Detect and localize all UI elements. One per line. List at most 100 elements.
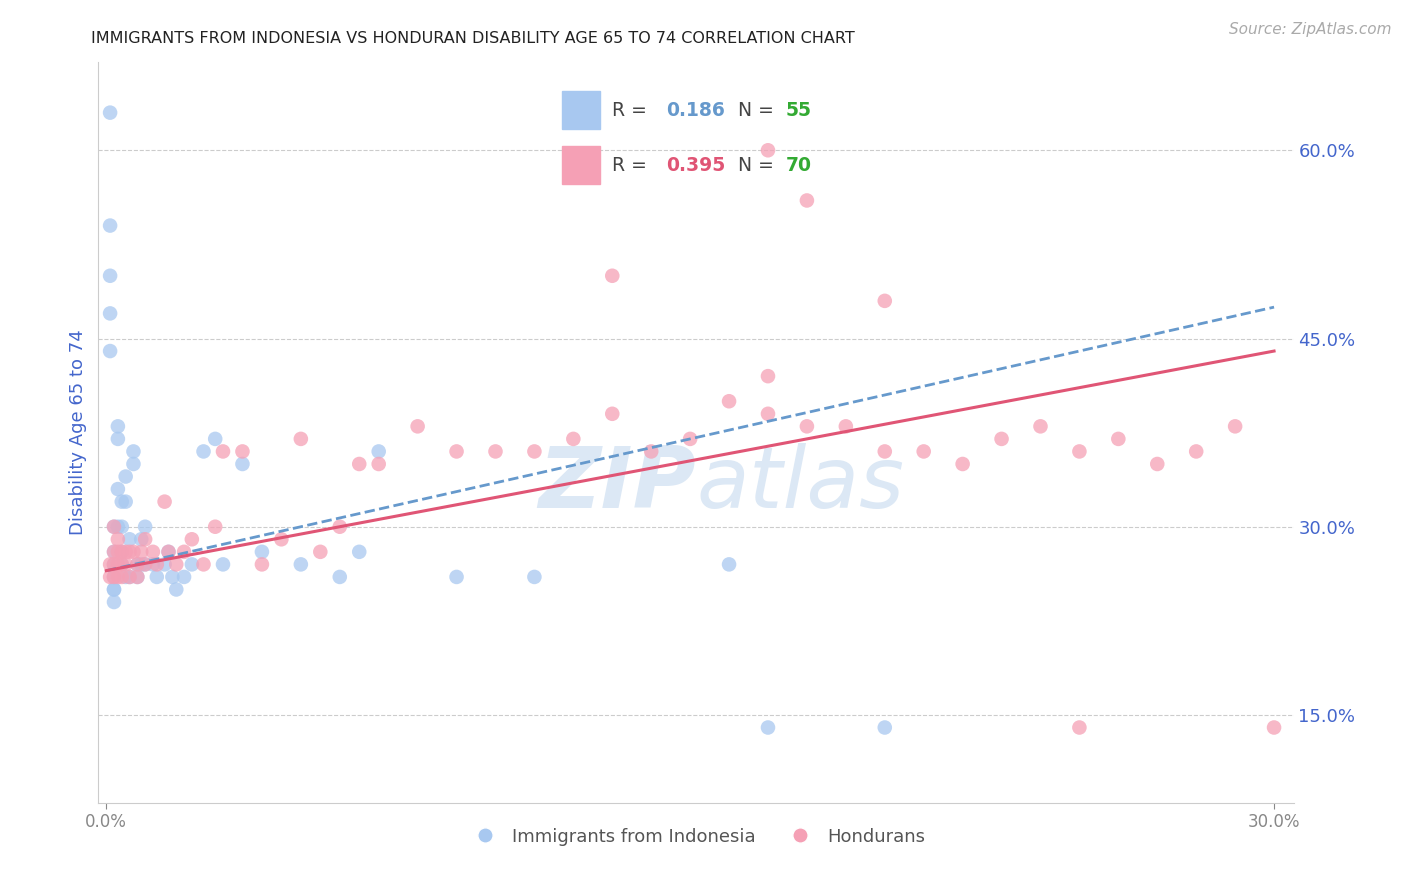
Point [756, 407, 779, 421]
Point [107, 432, 129, 446]
Point [204, 520, 226, 534]
Text: ZIP: ZIP [538, 443, 696, 526]
Point [153, 494, 176, 508]
Point [122, 457, 145, 471]
Point [756, 369, 779, 384]
Point [98, 344, 121, 359]
Point [484, 444, 506, 458]
Point [640, 444, 662, 458]
Point [103, 595, 125, 609]
Point [107, 570, 129, 584]
Point [107, 419, 129, 434]
Point [114, 570, 136, 584]
Point [103, 545, 125, 559]
Point [231, 457, 253, 471]
Point [127, 570, 149, 584]
Point [912, 444, 935, 458]
Point [157, 545, 180, 559]
Point [127, 558, 149, 572]
Point [107, 545, 129, 559]
Point [122, 545, 145, 559]
Point [180, 558, 202, 572]
Point [114, 494, 136, 508]
Point [173, 545, 195, 559]
Point [114, 545, 136, 559]
Point [134, 558, 156, 572]
Point [142, 558, 165, 572]
Point [349, 545, 371, 559]
Point [122, 444, 145, 458]
Point [270, 533, 292, 547]
Point [157, 545, 180, 559]
Point [165, 558, 187, 572]
Point [103, 582, 125, 597]
Point [107, 558, 129, 572]
Point [250, 545, 273, 559]
Point [718, 558, 741, 572]
Point [142, 545, 165, 559]
Point [114, 558, 136, 572]
Point [193, 558, 215, 572]
Point [1223, 419, 1246, 434]
Point [162, 570, 184, 584]
Point [118, 570, 141, 584]
Point [718, 394, 741, 409]
Point [103, 570, 125, 584]
Point [1263, 721, 1285, 735]
Point [212, 444, 235, 458]
Point [111, 570, 134, 584]
Point [111, 558, 134, 572]
Point [990, 432, 1012, 446]
Point [146, 570, 169, 584]
Point [446, 570, 468, 584]
Point [103, 558, 125, 572]
Point [367, 444, 389, 458]
Point [446, 444, 468, 458]
Point [523, 444, 546, 458]
Point [562, 432, 585, 446]
Text: IMMIGRANTS FROM INDONESIA VS HONDURAN DISABILITY AGE 65 TO 74 CORRELATION CHART: IMMIGRANTS FROM INDONESIA VS HONDURAN DI… [91, 31, 855, 46]
Point [290, 558, 312, 572]
Point [114, 469, 136, 483]
Point [952, 457, 974, 471]
Point [103, 570, 125, 584]
Point [756, 143, 779, 157]
Point [129, 558, 152, 572]
Point [212, 558, 235, 572]
Point [134, 558, 156, 572]
Point [107, 482, 129, 496]
Point [134, 520, 156, 534]
Point [111, 545, 134, 559]
Point [165, 582, 187, 597]
Point [118, 533, 141, 547]
Point [103, 558, 125, 572]
Point [118, 570, 141, 584]
Point [329, 570, 352, 584]
Legend: Immigrants from Indonesia, Hondurans: Immigrants from Indonesia, Hondurans [460, 821, 932, 853]
Point [204, 432, 226, 446]
Point [796, 419, 818, 434]
Point [146, 558, 169, 572]
Point [309, 545, 332, 559]
Point [600, 407, 623, 421]
Point [1185, 444, 1208, 458]
Point [98, 306, 121, 320]
Point [1146, 457, 1168, 471]
Point [127, 570, 149, 584]
Point [873, 721, 896, 735]
Point [98, 105, 121, 120]
Point [231, 444, 253, 458]
Point [129, 545, 152, 559]
Point [1107, 432, 1129, 446]
Point [873, 293, 896, 308]
Point [98, 570, 121, 584]
Point [1069, 721, 1091, 735]
Point [103, 520, 125, 534]
Point [406, 419, 429, 434]
Point [111, 494, 134, 508]
Point [679, 432, 702, 446]
Point [111, 558, 134, 572]
Point [329, 520, 352, 534]
Point [98, 268, 121, 283]
Point [600, 268, 623, 283]
